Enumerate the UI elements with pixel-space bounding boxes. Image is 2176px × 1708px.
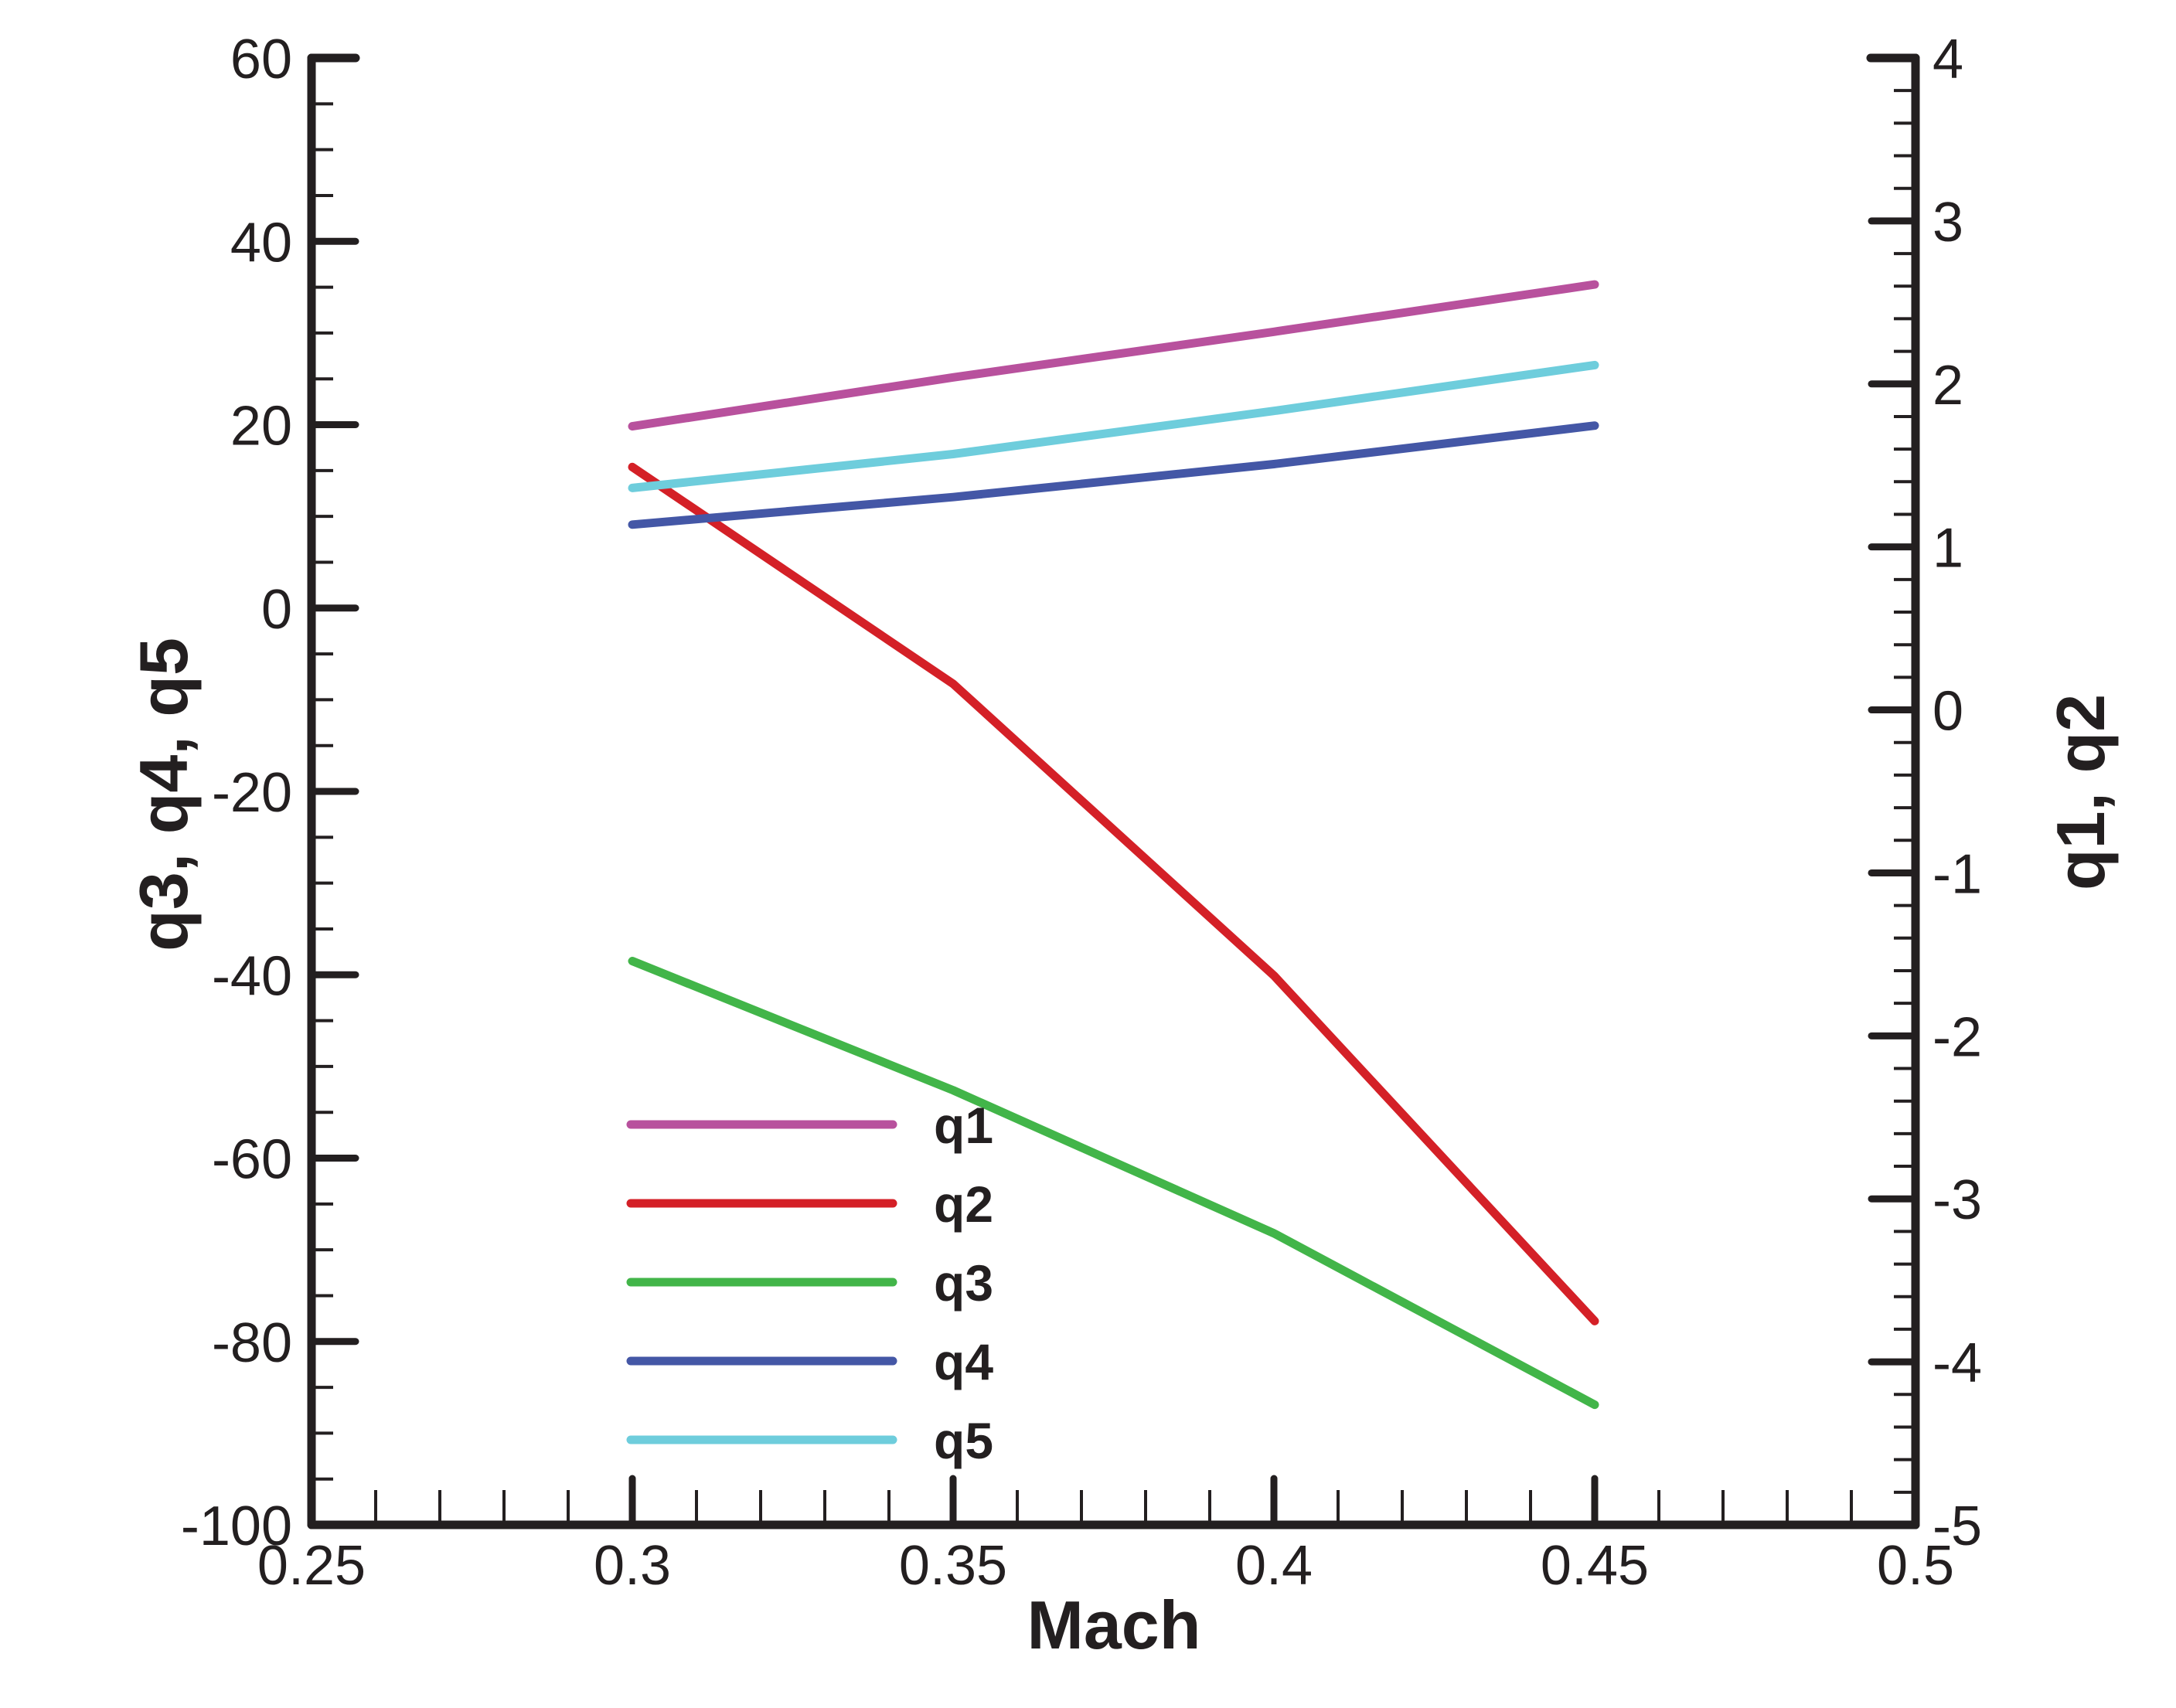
y-left-tick-label: 20: [230, 396, 292, 458]
y-right-tick-label: 4: [1933, 29, 1963, 90]
y-right-tick-label: -3: [1933, 1169, 1982, 1231]
y-right-tick-label: -4: [1933, 1332, 1982, 1394]
y-left-tick-label: 0: [261, 579, 292, 641]
y-right-tick-label: 1: [1933, 518, 1963, 580]
x-tick-label: 0.45: [1541, 1535, 1649, 1597]
y-left-axis-title: q3, q4, q5: [125, 638, 202, 951]
legend-label: q2: [934, 1176, 993, 1233]
y-left-tick-label: -80: [212, 1312, 292, 1374]
minor-ticks: [310, 56, 1917, 1526]
y-right-tick-label: 0: [1933, 681, 1963, 743]
x-tick-label: 0.25: [257, 1535, 366, 1597]
y-left-tick-label: 40: [230, 212, 292, 274]
legend-item-q4: q4: [626, 1333, 993, 1390]
x-tick-label: 0.35: [899, 1535, 1007, 1597]
major-ticks: [308, 54, 1919, 1529]
data-series: [628, 280, 1599, 1410]
y-right-tick-label: -1: [1933, 843, 1982, 905]
y-left-tick-labels: 60 40 20 0 -20 -40 -60 -80 -100: [181, 29, 292, 1557]
legend-item-q5: q5: [626, 1412, 993, 1469]
y-right-tick-labels: 4 3 2 1 0 -1 -2 -3 -4 -5: [1933, 29, 1982, 1557]
y-left-tick-label: -100: [181, 1495, 292, 1557]
series-line-q3: [628, 957, 1599, 1410]
legend-label: q4: [934, 1333, 993, 1390]
series-line-q2: [628, 462, 1599, 1325]
y-right-tick-label: 3: [1933, 192, 1963, 253]
legend-label: q3: [934, 1254, 993, 1312]
y-left-tick-label: -60: [212, 1129, 292, 1191]
legend-item-q1: q1: [626, 1097, 993, 1154]
y-right-tick-label: 2: [1933, 355, 1963, 417]
y-left-tick-label: 60: [230, 29, 292, 90]
x-tick-label: 0.3: [594, 1535, 671, 1597]
y-right-tick-label: -2: [1933, 1006, 1982, 1068]
axes-frame: [307, 53, 1920, 1529]
y-right-tick-label: -5: [1933, 1495, 1982, 1557]
x-tick-label: 0.4: [1235, 1535, 1313, 1597]
legend: q1 q2 q3 q4 q5: [626, 1097, 993, 1469]
series-line-q5: [628, 360, 1599, 492]
y-left-tick-label: -20: [212, 762, 292, 824]
legend-item-q3: q3: [626, 1254, 993, 1312]
series-line-q1: [628, 280, 1599, 431]
legend-item-q2: q2: [626, 1176, 993, 1233]
x-tick-labels: 0.25 0.3 0.35 0.4 0.45 0.5: [257, 1535, 1954, 1597]
y-left-tick-label: -40: [212, 945, 292, 1007]
x-tick-label: 0.5: [1877, 1535, 1954, 1597]
legend-label: q5: [934, 1412, 993, 1469]
series-line-q4: [628, 421, 1599, 529]
legend-label: q1: [934, 1097, 993, 1154]
y-right-axis-title: q1, q2: [2042, 694, 2119, 890]
x-axis-title: Mach: [1027, 1587, 1201, 1663]
